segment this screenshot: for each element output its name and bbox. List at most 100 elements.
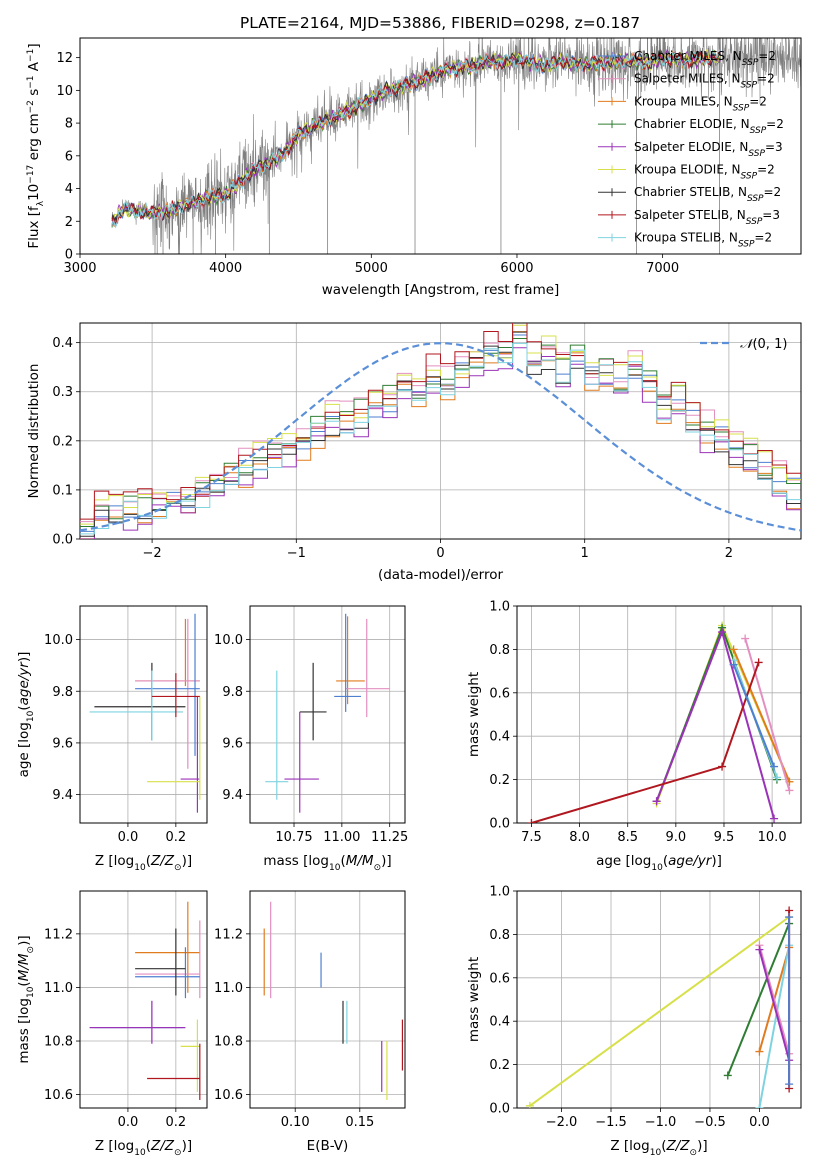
x-tick-label: 11.25	[371, 830, 408, 845]
data-point-marker	[785, 1080, 794, 1089]
age-vs-z-chart-plot-area	[89, 613, 201, 813]
plot-frame	[249, 605, 406, 824]
legend-label: Salpeter ELODIE, NSSP=3	[634, 140, 783, 159]
normal-distribution-curve	[80, 342, 801, 532]
mass-weight-vs-z-chart: −2.0 −1.5 −1.0 −0.5 0.0 0.0 0.2 0.4 0.6 0.8 1.0 mas…	[466, 885, 802, 1158]
x-tick-label: 0.10	[281, 1115, 310, 1130]
mass-weight-line	[732, 664, 775, 767]
x-tick-label: 5000	[355, 261, 388, 276]
x-tick-label: −0.5	[694, 1115, 726, 1130]
data-point-marker	[718, 762, 727, 771]
data-point-marker	[525, 1101, 534, 1108]
y-tick-label: 0.4	[52, 336, 73, 351]
data-point-marker	[729, 660, 738, 669]
data-point-marker	[755, 1104, 764, 1108]
x-tick-label: 0.0	[118, 1115, 139, 1130]
data-point-marker	[729, 645, 738, 654]
y-tick-label: 0.8	[489, 643, 510, 658]
spectrum-legend: Chabrier MILES, NSSP=2 Salpeter MILES, NS…	[598, 49, 784, 250]
x-tick-label: 3000	[63, 261, 96, 276]
residual-histogram	[80, 342, 801, 535]
y-tick-label: 0.2	[489, 1058, 510, 1073]
legend-label: Kroupa STELIB, NSSP=2	[634, 231, 772, 250]
legend-label: Salpeter STELIB, NSSP=3	[634, 208, 780, 227]
legend-label: Chabrier STELIB, NSSP=2	[634, 185, 781, 204]
x-axis-label: E(B-V)	[307, 1138, 349, 1154]
y-tick-label: 10.6	[44, 1088, 73, 1103]
y-tick-label: 0.2	[489, 773, 510, 788]
spectrum-chart: 3000 4000 5000 6000 7000 0 2 4 6 8 10 12 wavelength …	[26, 37, 802, 298]
x-tick-label: 0.2	[166, 1115, 187, 1130]
residual-chart: −2 −1 0 1 2 0.0 0.1 0.2 0.3 0.4 (data-model)/error…	[26, 322, 802, 583]
data-point-marker	[785, 913, 794, 922]
y-axis-label: mass weight	[466, 957, 482, 1042]
legend-label: Salpeter MILES, NSSP=2	[634, 72, 775, 91]
y-tick-label: 9.6	[222, 736, 243, 751]
data-point-marker	[785, 786, 794, 795]
mass-weight-line	[655, 622, 791, 804]
y-tick-label: 1.0	[489, 885, 510, 900]
data-point-marker	[770, 762, 779, 771]
x-tick-label: 11.00	[323, 830, 360, 845]
y-tick-label: 0.1	[52, 483, 73, 498]
x-axis-label: Z [log10(Z/Z⊙)]	[95, 1138, 192, 1158]
y-tick-label: 4	[65, 182, 73, 197]
model-spectrum-line	[111, 48, 721, 229]
figure-title: PLATE=2164, MJD=53886, FIBERID=0298, z=0…	[240, 14, 640, 32]
x-axis-label: Z [log10(Z/Z⊙)]	[95, 853, 192, 873]
y-tick-label: 9.8	[222, 685, 243, 700]
plot-frame	[249, 890, 406, 1109]
y-tick-label: 10	[56, 84, 73, 99]
x-tick-label: 10.0	[758, 830, 787, 845]
mass-weight-line	[655, 624, 778, 802]
data-point-marker	[652, 797, 661, 806]
x-axis-label: age [log10(age/yr)]	[596, 853, 722, 873]
mass-weight-line	[726, 923, 791, 1076]
mass-vs-ebv-chart-plot-area	[263, 901, 404, 1100]
x-axis-label: (data-model)/error	[378, 567, 504, 583]
y-axis-label: Flux [fλ10−17 erg cm−2 s−1 A−1]	[26, 43, 46, 248]
x-tick-label: 8.5	[617, 830, 638, 845]
y-tick-label: 9.4	[52, 788, 73, 803]
legend-label: Chabrier MILES, NSSP=2	[634, 49, 776, 68]
legend-label: Chabrier ELODIE, NSSP=2	[634, 117, 784, 136]
x-tick-label: 0.15	[345, 1115, 374, 1130]
y-tick-label: 0.4	[489, 730, 510, 745]
y-tick-label: 9.6	[52, 736, 73, 751]
legend-label: Kroupa MILES, NSSP=2	[634, 94, 767, 113]
y-tick-label: 10.8	[44, 1035, 73, 1050]
spectrum-plot-area	[111, 38, 801, 254]
x-tick-label: 10.75	[275, 830, 312, 845]
legend-label: 𝒩(0, 1)	[740, 337, 787, 352]
mass-weight-line	[744, 638, 791, 791]
x-tick-label: 9.0	[666, 830, 687, 845]
y-tick-label: 10.8	[214, 1035, 243, 1050]
age-vs-z-chart: 0.0 0.2 9.4 9.6 9.8 10.0 age [log10(age/yr)] Z …	[16, 605, 208, 873]
y-tick-label: 1.0	[489, 600, 510, 615]
mass-weight-line	[531, 662, 760, 823]
residual-plot-area	[80, 323, 801, 539]
residual-histogram	[80, 323, 801, 523]
y-tick-label: 11.0	[44, 981, 73, 996]
plot-frame	[516, 890, 802, 1109]
data-point-marker	[741, 634, 750, 643]
y-axis-label: mass weight	[466, 672, 482, 757]
x-tick-label: 0	[436, 546, 444, 561]
y-tick-label: 0.4	[489, 1015, 510, 1030]
y-tick-label: 8	[65, 117, 73, 132]
mass-weight-line	[529, 916, 790, 1107]
data-point-marker	[527, 819, 536, 823]
y-tick-label: 0.0	[489, 817, 510, 832]
y-tick-label: 6	[65, 149, 73, 164]
y-tick-label: 0.0	[489, 1102, 510, 1117]
x-tick-label: 9.5	[714, 830, 735, 845]
y-tick-label: 0.0	[52, 533, 73, 548]
y-axis-label: Normed distribution	[26, 364, 42, 499]
x-tick-label: −1.5	[595, 1115, 627, 1130]
y-tick-label: 10.6	[214, 1088, 243, 1103]
data-point-marker	[770, 814, 779, 823]
y-tick-label: 0.6	[489, 971, 510, 986]
plot-frame	[79, 890, 208, 1109]
y-tick-label: 11.2	[44, 927, 73, 942]
y-tick-label: 10.0	[214, 633, 243, 648]
